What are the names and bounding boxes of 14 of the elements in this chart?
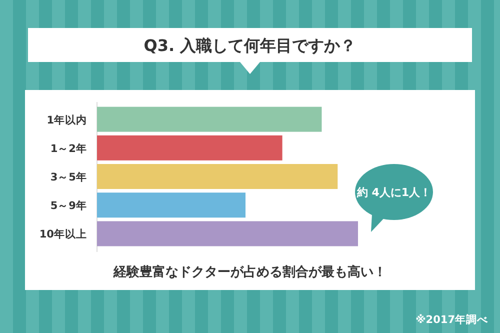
y-tick-label: 1年以内 — [46, 113, 87, 126]
y-tick-label: 10年以上 — [39, 228, 87, 241]
y-tick-label: 1～2年 — [50, 142, 87, 155]
bar — [97, 135, 282, 160]
chart-title: Q3. 入職して何年目ですか？ — [144, 36, 356, 55]
text: ※2017年調べ — [416, 313, 489, 326]
bar — [97, 192, 246, 218]
bar — [97, 106, 322, 132]
y-tick-label: 3～5年 — [50, 170, 87, 184]
text: 経験豊富なドクターが占める割合が最も高い！ — [112, 264, 386, 280]
annotation: 約 4人に1人！ — [356, 186, 432, 199]
bar — [97, 164, 338, 189]
bar — [97, 221, 358, 246]
y-tick-label: 5～9年 — [50, 199, 87, 212]
